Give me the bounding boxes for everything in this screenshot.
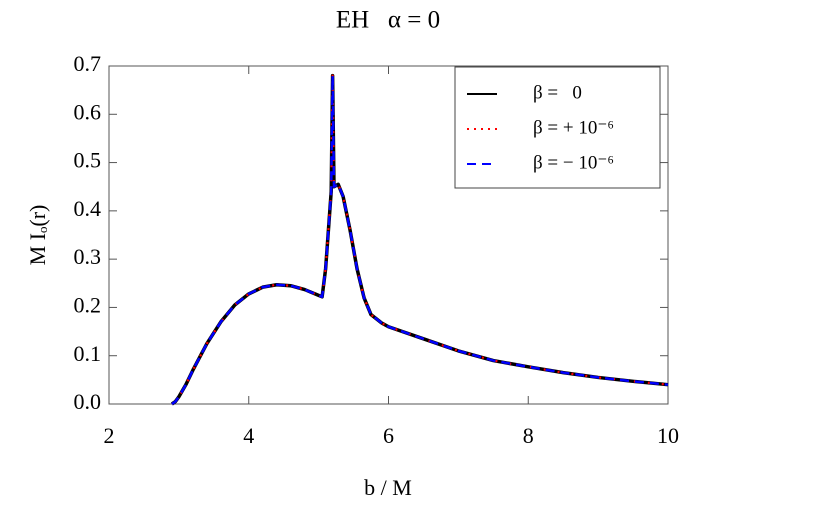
x-tick-label: 2	[104, 423, 115, 448]
y-tick-label: 0.5	[74, 148, 102, 173]
x-tick-label: 8	[523, 423, 534, 448]
x-tick-label: 10	[657, 423, 679, 448]
y-tick-label: 0.1	[74, 341, 102, 366]
legend-label: β = + 10⁻⁶	[533, 117, 614, 138]
legend-box	[454, 66, 661, 189]
y-tick-label: 0.3	[74, 244, 102, 269]
y-axis-label: M Iₒ(r)	[25, 205, 50, 266]
x-tick-label: 4	[243, 423, 254, 448]
y-tick-label: 0.0	[74, 389, 102, 414]
y-tick-label: 0.2	[74, 292, 102, 317]
legend-label: β = 0	[533, 82, 582, 103]
y-tick-label: 0.4	[74, 196, 102, 221]
data-line	[171, 74, 669, 406]
legend-label: β = − 10⁻⁶	[533, 152, 614, 173]
y-tick-label: 0.7	[74, 51, 102, 76]
x-tick-label: 6	[383, 423, 394, 448]
x-axis-label: b / M	[364, 475, 412, 500]
chart-title: EH α = 0	[336, 7, 440, 34]
y-tick-label: 0.6	[74, 99, 102, 124]
